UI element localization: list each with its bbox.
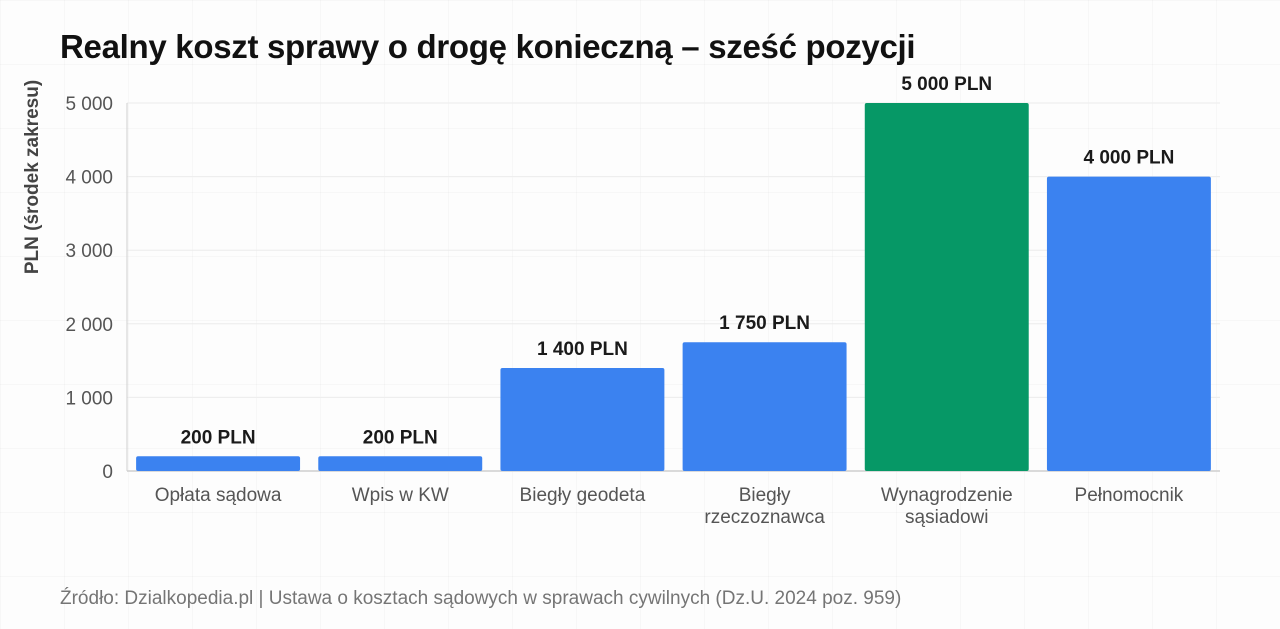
data-label: 200 PLN [363, 427, 438, 448]
y-tick-label: 1 000 [65, 388, 113, 409]
x-tick-label: Wynagrodzenie [881, 485, 1013, 506]
bar [318, 456, 483, 471]
bar-layer [136, 103, 1211, 471]
x-tick-label: Biegły geodeta [520, 485, 646, 506]
y-axis-label: PLN (środek zakresu) [22, 80, 43, 274]
source-note: Źródło: Dzialkopedia.pl | Ustawa o koszt… [60, 588, 902, 609]
data-label: 5 000 PLN [901, 74, 992, 95]
data-label: 4 000 PLN [1084, 148, 1175, 169]
x-tick-label: Pełnomocnik [1075, 485, 1184, 506]
chart-title: Realny koszt sprawy o drogę konieczną – … [60, 28, 916, 65]
bar [136, 456, 301, 471]
y-tick-label: 4 000 [65, 168, 113, 189]
x-tick-label: sąsiadowi [905, 507, 988, 528]
x-tick-label: Opłata sądowa [155, 485, 282, 506]
y-tick-label: 0 [102, 462, 113, 483]
y-tick-label: 3 000 [65, 241, 113, 262]
label-layer: 200 PLN Opłata sądowa 200 PLN Wpis w KW 1 40… [155, 74, 1184, 528]
x-tick-label: rzeczoznawca [704, 507, 825, 528]
grid-layer [127, 102, 1220, 398]
bar [1046, 176, 1211, 471]
y-tick-label: 5 000 [65, 94, 113, 115]
y-tick-label: 2 000 [65, 315, 113, 336]
bar [682, 342, 847, 471]
bar [500, 367, 665, 471]
x-tick-label: Wpis w KW [352, 485, 449, 506]
data-label: 200 PLN [181, 427, 256, 448]
x-tick-label: Biegły [739, 485, 791, 506]
axis-layer: 0 1 000 2 000 3 000 4 000 5 000 PLN (środek za… [22, 80, 1220, 483]
data-label: 1 400 PLN [537, 339, 628, 360]
bar [864, 103, 1029, 471]
data-label: 1 750 PLN [719, 313, 810, 334]
